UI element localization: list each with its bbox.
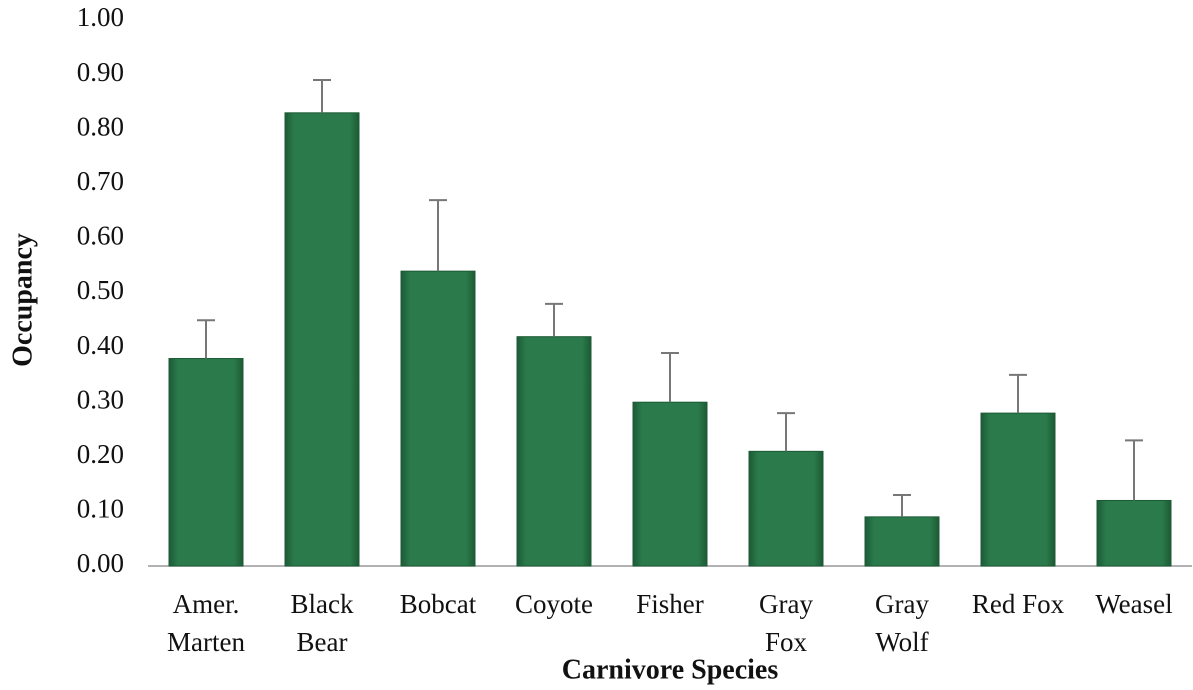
bar [400, 270, 476, 567]
x-tick-label: Coyote [515, 589, 593, 619]
x-tick-label: Black Bear [291, 589, 354, 657]
y-tick-label: 0.20 [77, 439, 124, 469]
error-bar [313, 79, 331, 113]
bar [516, 336, 592, 567]
x-tick-label: Weasel [1095, 589, 1172, 619]
x-tick-label: Amer. Marten [167, 589, 245, 657]
x-tick-label: Fisher [636, 589, 704, 619]
x-axis-title: Carnivore Species [562, 654, 779, 685]
y-axis-title: Occupancy [7, 233, 38, 367]
bar [748, 450, 824, 567]
y-tick-label: 0.90 [77, 57, 124, 87]
y-tick-label: 0.80 [77, 111, 124, 141]
x-tick-label: Bobcat [400, 589, 477, 619]
error-bar [429, 199, 447, 272]
error-bar [545, 302, 563, 337]
y-tick-label: 0.10 [77, 494, 124, 524]
y-tick-label: 0.30 [77, 384, 124, 414]
y-tick-label: 0.50 [77, 275, 124, 305]
x-tick-label: Gray Wolf [875, 589, 929, 657]
bar [632, 401, 708, 567]
bar [864, 516, 940, 567]
x-tick-label: Red Fox [972, 589, 1065, 619]
error-bar [777, 412, 795, 452]
error-bar [893, 494, 911, 517]
bar [980, 412, 1056, 567]
y-tick-label: 0.70 [77, 166, 124, 196]
y-tick-label: 0.60 [77, 221, 124, 251]
error-bar [1009, 373, 1027, 414]
y-tick-label: 1.00 [77, 2, 124, 32]
y-tick-label: 0.00 [77, 548, 124, 578]
bar [284, 112, 360, 567]
bar [1096, 499, 1172, 567]
x-tick-label: Gray Fox [759, 589, 813, 657]
bar [168, 358, 244, 567]
error-bar [661, 352, 679, 403]
y-tick-label: 0.40 [77, 330, 124, 360]
error-bar [1125, 439, 1143, 501]
error-bar [197, 319, 215, 359]
